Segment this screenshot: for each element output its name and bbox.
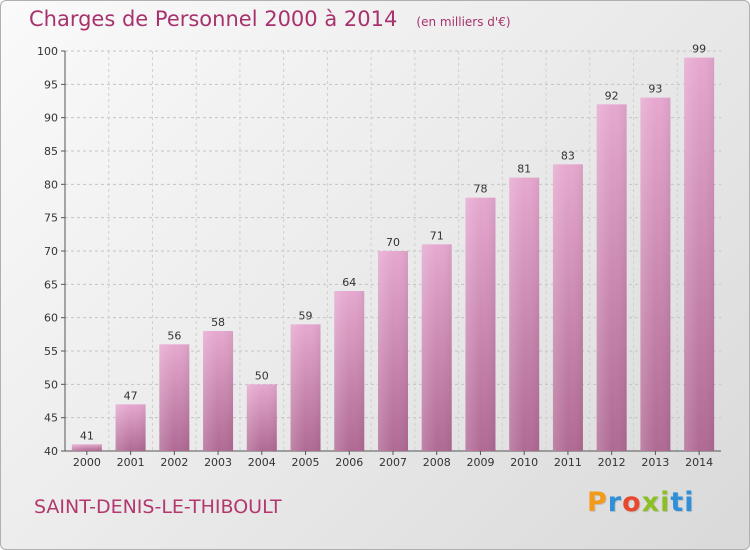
bar-shading — [509, 177, 540, 451]
y-tick-label: 60 — [44, 312, 58, 325]
bar-shading — [421, 244, 452, 451]
y-tick-label: 65 — [44, 278, 58, 291]
x-tick-label: 2001 — [117, 456, 145, 469]
data-label: 71 — [430, 229, 444, 242]
x-tick-label: 2002 — [160, 456, 188, 469]
logo-letter: o — [622, 487, 642, 518]
data-label: 81 — [517, 163, 531, 176]
bar-shading — [640, 97, 671, 452]
x-tick-label: 2010 — [510, 456, 538, 469]
x-tick-label: 2004 — [248, 456, 276, 469]
y-tick-label: 100 — [37, 45, 58, 58]
x-tick-label: 2006 — [335, 456, 363, 469]
title-row: Charges de Personnel 2000 à 2014 (en mil… — [29, 7, 511, 31]
proxiti-logo[interactable]: Proxiti — [587, 487, 695, 518]
x-tick-label: 2008 — [423, 456, 451, 469]
data-label: 50 — [255, 369, 269, 382]
y-tick-label: 75 — [44, 212, 58, 225]
x-tick-label: 2009 — [466, 456, 494, 469]
y-tick-label: 85 — [44, 145, 58, 158]
data-label: 78 — [473, 183, 487, 196]
x-tick-label: 2014 — [685, 456, 713, 469]
data-label: 56 — [167, 329, 181, 342]
x-tick-label: 2005 — [292, 456, 320, 469]
logo-letter: t — [670, 487, 685, 518]
logo-letter: P — [587, 487, 608, 518]
y-tick-label: 45 — [44, 412, 58, 425]
data-label: 93 — [648, 83, 662, 96]
y-tick-label: 50 — [44, 378, 58, 391]
bar-shading — [115, 404, 146, 451]
bar-shading — [203, 331, 234, 451]
logo-letter: i — [684, 487, 695, 518]
x-tick-label: 2013 — [641, 456, 669, 469]
bar-shading — [71, 444, 102, 451]
logo-letter: x — [641, 487, 661, 518]
data-label: 99 — [692, 43, 706, 56]
data-label: 58 — [211, 316, 225, 329]
bar-shading — [552, 164, 583, 452]
y-tick-label: 55 — [44, 345, 58, 358]
x-tick-label: 2012 — [598, 456, 626, 469]
bar-shading — [246, 384, 277, 451]
commune-name: SAINT-DENIS-LE-THIBOULT — [34, 496, 282, 518]
chart-title: Charges de Personnel 2000 à 2014 — [29, 7, 398, 31]
bar-shading — [290, 324, 321, 451]
data-label: 59 — [299, 309, 313, 322]
y-tick-label: 95 — [44, 78, 58, 91]
bar-shading — [378, 251, 408, 451]
bar-shading — [159, 344, 190, 451]
logo-letter: i — [660, 487, 671, 518]
y-tick-label: 90 — [44, 112, 58, 125]
data-label: 47 — [124, 389, 138, 402]
data-label: 92 — [605, 89, 619, 102]
bar-shading — [596, 104, 627, 451]
bar-shading — [334, 291, 365, 451]
x-tick-label: 2011 — [554, 456, 582, 469]
x-tick-label: 2007 — [379, 456, 407, 469]
x-tick-label: 2000 — [73, 456, 101, 469]
y-tick-label: 80 — [44, 178, 58, 191]
data-label: 64 — [342, 276, 356, 289]
data-label: 83 — [561, 149, 575, 162]
data-label: 70 — [386, 236, 400, 249]
bar-shading — [465, 197, 496, 451]
y-tick-label: 40 — [44, 445, 58, 458]
y-tick-label: 70 — [44, 245, 58, 258]
bar-shading — [684, 57, 715, 452]
data-label: 41 — [80, 429, 94, 442]
x-tick-label: 2003 — [204, 456, 232, 469]
chart-subtitle: (en milliers d'€) — [416, 15, 511, 29]
logo-letter: r — [607, 487, 623, 518]
